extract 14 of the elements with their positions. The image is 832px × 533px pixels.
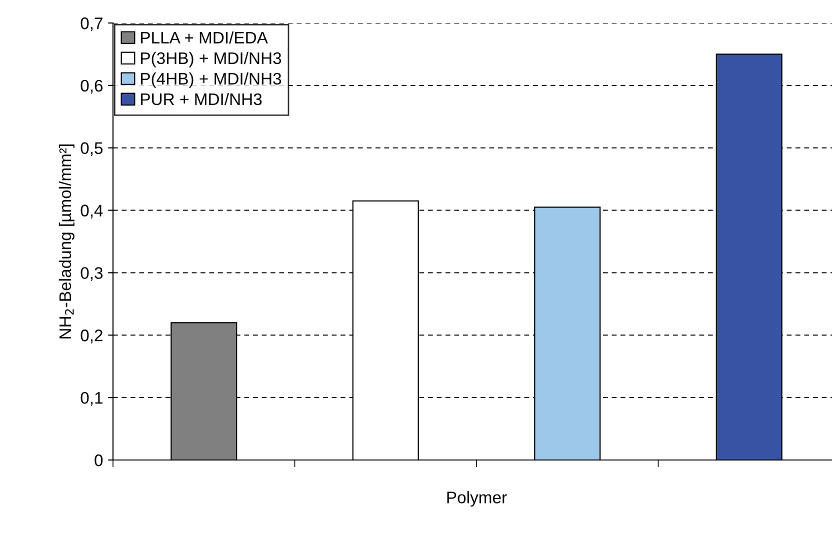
y-tick-label: 0,1	[80, 392, 102, 406]
y-tick-label: 0,5	[80, 142, 103, 156]
legend-label: PLLA + MDI/EDA	[141, 31, 268, 44]
legend-label: P(3HB) + MDI/NH3	[141, 52, 282, 68]
y-tick-label: 0,4	[80, 204, 103, 218]
y-tick-label: 0	[94, 454, 103, 466]
x-axis-title: Polymer	[447, 491, 507, 507]
y-axis-title: NH$_{2}$-Beladung [µmol/mm²]	[58, 144, 74, 338]
legend-label: PUR + MDI/NH3	[141, 92, 262, 106]
legend-label: P(4HB) + MDI/NH3	[141, 72, 282, 88]
y-tick-label: 0,7	[80, 17, 102, 32]
y-tick-label: 0,2	[80, 330, 102, 344]
y-tick-label: 0,6	[80, 80, 103, 94]
y-tick-label: 0,3	[80, 267, 103, 281]
